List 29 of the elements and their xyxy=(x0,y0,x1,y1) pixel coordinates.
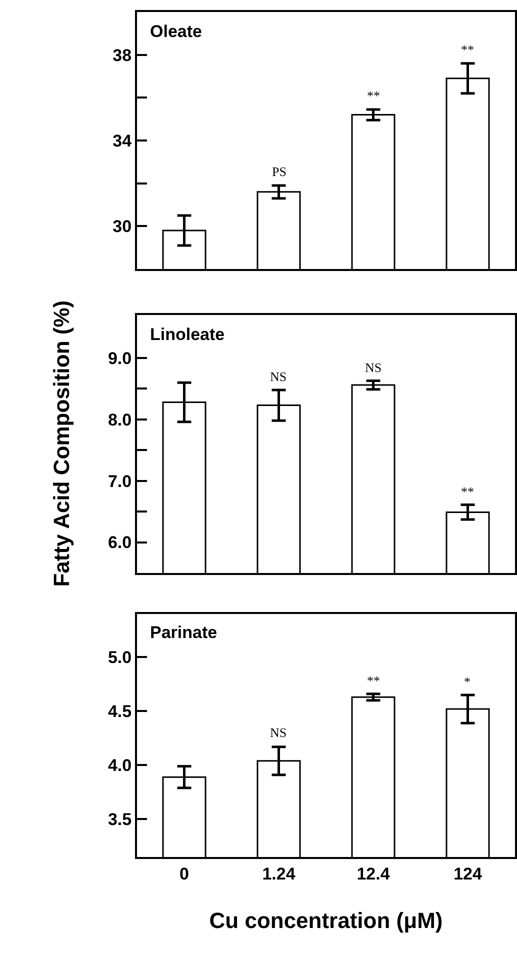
text: Oleate xyxy=(150,22,202,41)
x-tick-label: 124 xyxy=(454,864,482,884)
y-tick-label: 30 xyxy=(112,217,132,236)
y-tick-label: 8.0 xyxy=(108,410,132,430)
annotation: NS xyxy=(270,725,287,740)
y-tick-label: 34 xyxy=(112,131,132,150)
annotation: ** xyxy=(461,42,474,57)
y-tick-label: 38 xyxy=(112,46,132,65)
y-tick-label: 4.0 xyxy=(108,756,132,776)
y-tick-label: 5.0 xyxy=(108,648,132,668)
x-tick-label: 0 xyxy=(180,864,189,884)
annotation: * xyxy=(464,674,470,689)
y-tick-label: 4.5 xyxy=(108,702,132,722)
x-tick-label: 1.24 xyxy=(262,864,296,884)
y-tick-label: 7.0 xyxy=(108,472,132,491)
text: Parinate xyxy=(150,623,218,642)
annotation: ** xyxy=(461,484,474,499)
y-axis-title: Fatty Acid Composition (%) xyxy=(48,300,74,587)
y-tick-label: 6.0 xyxy=(108,533,132,552)
annotation: ** xyxy=(367,673,380,688)
annotation: ** xyxy=(367,88,380,103)
x-tick-label: 12.4 xyxy=(356,864,390,884)
annotation: NS xyxy=(270,369,287,384)
text: Linoleate xyxy=(150,325,225,344)
annotation: PS xyxy=(272,164,286,179)
y-tick-label: 9.0 xyxy=(108,348,132,368)
annotation: NS xyxy=(365,360,382,375)
x-axis-title: Cu concentration (μM) xyxy=(209,908,443,933)
y-tick-label: 3.5 xyxy=(108,810,132,830)
